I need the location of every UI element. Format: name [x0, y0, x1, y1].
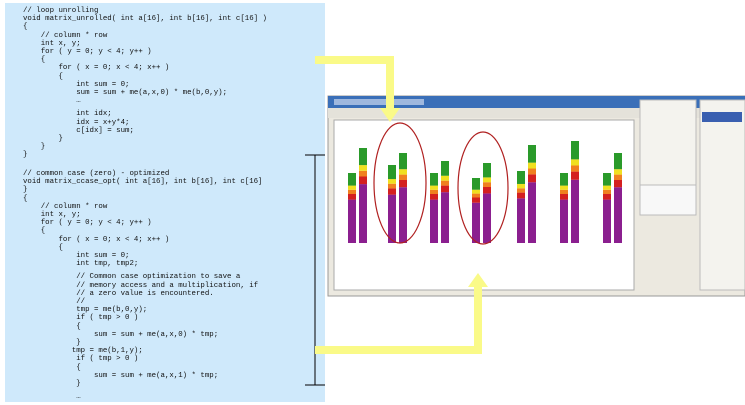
- screenshot-bar: [388, 188, 396, 194]
- screenshot-bar: [472, 194, 480, 198]
- screenshot-bar: [603, 200, 611, 243]
- screenshot-bar: [399, 153, 407, 169]
- screenshot-bar: [614, 187, 622, 243]
- screenshot-bar: [560, 190, 568, 194]
- screenshot-bar: [359, 171, 367, 177]
- screenshot-bar: [603, 190, 611, 194]
- screenshot-bar: [348, 190, 356, 194]
- screenshot-bar: [614, 153, 622, 169]
- screenshot-bar: [483, 187, 491, 193]
- screenshot-bar: [483, 182, 491, 187]
- screenshot-bar: [517, 184, 525, 188]
- screenshot-bar: [430, 173, 438, 186]
- screenshot-bar: [399, 169, 407, 174]
- screenshot-bar: [483, 177, 491, 182]
- screenshot-bar: [441, 192, 449, 243]
- screenshot-bar: [603, 186, 611, 190]
- screenshot-bar: [430, 200, 438, 243]
- screenshot-bar: [359, 148, 367, 165]
- screenshot-bar: [517, 193, 525, 199]
- screenshot-bar: [472, 198, 480, 203]
- screenshot-bar: [614, 180, 622, 187]
- screenshot-bar: [399, 180, 407, 187]
- screenshot-bar: [388, 184, 396, 189]
- screenshot-bar: [430, 190, 438, 194]
- screenshot-bar: [528, 163, 536, 169]
- screenshot-bar: [359, 184, 367, 243]
- screenshot-bar: [603, 173, 611, 186]
- screenshot-bar: [528, 182, 536, 243]
- screenshot-bar: [348, 186, 356, 190]
- screenshot-bar: [348, 194, 356, 200]
- screenshot-bar: [430, 186, 438, 190]
- screenshot: [328, 96, 745, 296]
- screenshot-bar: [472, 190, 480, 194]
- screenshot-bar: [388, 195, 396, 243]
- screenshot-bar: [517, 171, 525, 184]
- screenshot-bar: [399, 175, 407, 180]
- screenshot-bar: [517, 198, 525, 243]
- screenshot-bar: [441, 161, 449, 176]
- screenshot-bar: [348, 173, 356, 186]
- screenshot-bar: [483, 163, 491, 177]
- screenshot-bar: [472, 178, 480, 190]
- screenshot-bar: [560, 186, 568, 190]
- screenshot-bar: [571, 165, 579, 171]
- overlay: [0, 0, 745, 405]
- screenshot-bar: [571, 141, 579, 159]
- screenshot-bar: [430, 194, 438, 200]
- screenshot-bar: [441, 176, 449, 181]
- screenshot-bar: [517, 188, 525, 192]
- screenshot-bar: [528, 169, 536, 175]
- screenshot-bar: [560, 200, 568, 243]
- screenshot-bar: [483, 193, 491, 243]
- screenshot-bar: [614, 169, 622, 174]
- screenshot-bar: [571, 159, 579, 165]
- screenshot-bar: [528, 145, 536, 163]
- screenshot-bar: [472, 203, 480, 243]
- screenshot-bar: [441, 181, 449, 186]
- screenshot-bar: [560, 173, 568, 186]
- screenshot-bar: [614, 175, 622, 180]
- screenshot-bar: [571, 180, 579, 243]
- screenshot-bar: [388, 179, 396, 184]
- screenshot-bar: [603, 194, 611, 200]
- figure: // loop unrollingvoid matrix_unrolled( i…: [0, 0, 745, 405]
- screenshot-bar: [560, 194, 568, 200]
- screenshot-bar: [359, 165, 367, 171]
- screenshot-bar: [441, 186, 449, 193]
- screenshot-bar: [399, 187, 407, 243]
- screenshot-bar: [388, 165, 396, 179]
- screenshot-bar: [571, 172, 579, 180]
- screenshot-bar: [348, 200, 356, 243]
- screenshot-bar: [528, 174, 536, 182]
- screenshot-bar: [359, 177, 367, 185]
